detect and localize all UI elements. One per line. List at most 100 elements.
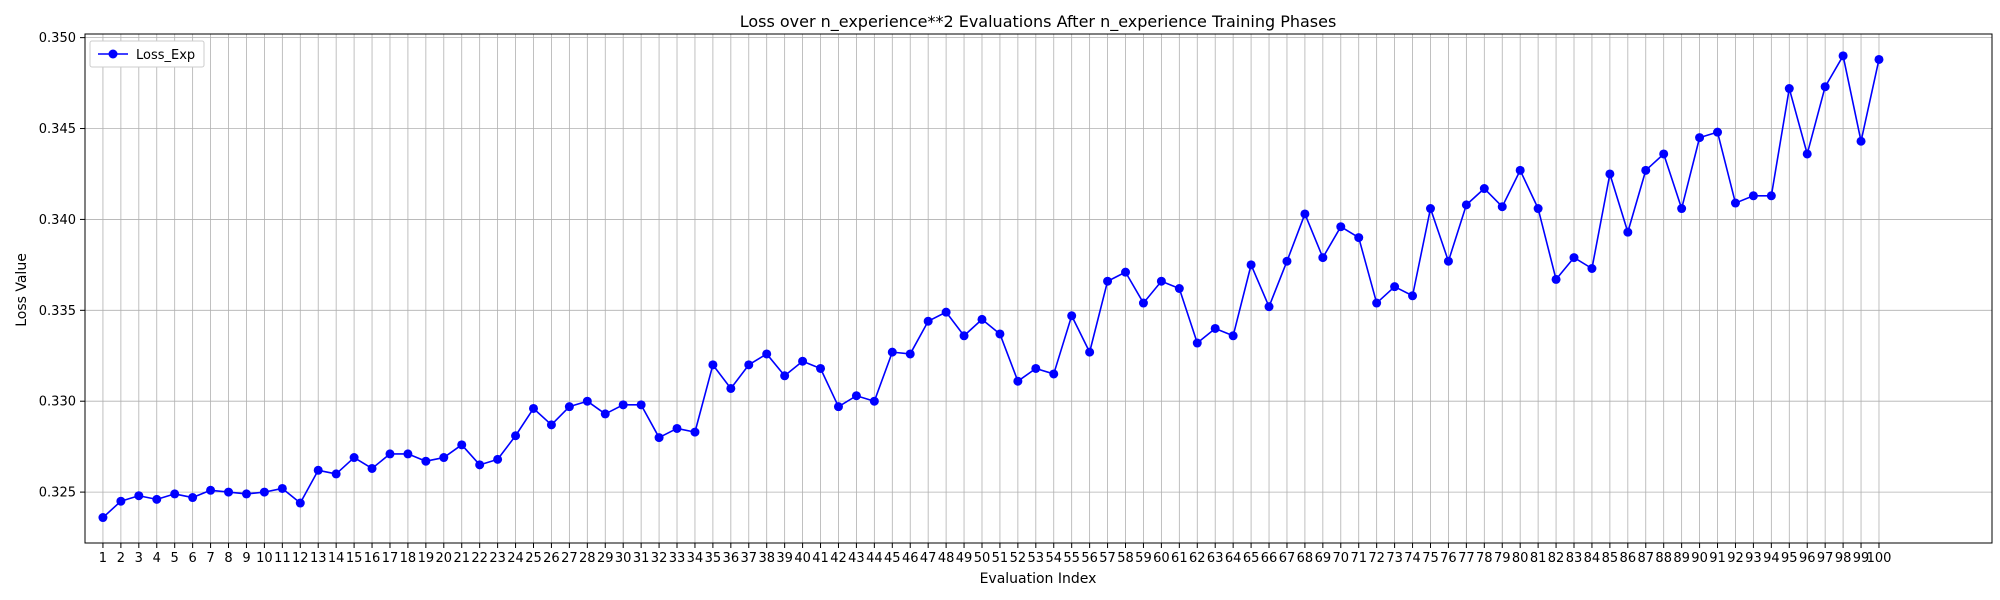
x-tick-label: 8 (224, 551, 232, 566)
x-tick-label: 21 (453, 551, 470, 566)
x-tick-label: 82 (1548, 551, 1565, 566)
y-tick-label: 0.345 (39, 122, 76, 137)
data-point (1300, 209, 1310, 219)
x-tick-label: 79 (1494, 551, 1511, 566)
data-point (1031, 363, 1041, 373)
x-axis-title: Evaluation Index (980, 571, 1097, 587)
x-tick-label: 61 (1171, 551, 1188, 566)
x-tick-label: 23 (489, 551, 506, 566)
data-point (331, 469, 341, 479)
x-tick-label: 24 (507, 551, 524, 566)
data-point (708, 360, 718, 370)
data-point (1695, 133, 1705, 143)
data-point (206, 485, 216, 495)
x-tick-label: 88 (1655, 551, 1672, 566)
data-point (690, 427, 700, 437)
x-tick-label: 46 (902, 551, 919, 566)
x-tick-label: 100 (1867, 551, 1892, 566)
data-point (224, 487, 234, 497)
data-point (1408, 291, 1418, 301)
x-tick-label: 29 (597, 551, 614, 566)
y-tick-label: 0.350 (39, 31, 76, 46)
x-tick-label: 85 (1602, 551, 1619, 566)
data-point (744, 360, 754, 370)
data-point (995, 329, 1005, 339)
data-point (636, 400, 646, 410)
data-point (1730, 198, 1740, 208)
x-tick-label: 44 (866, 551, 883, 566)
data-point (780, 371, 790, 381)
x-tick-label: 74 (1404, 551, 1421, 566)
x-tick-label: 13 (310, 551, 327, 566)
x-tick-label: 32 (651, 551, 668, 566)
x-tick-label: 31 (633, 551, 650, 566)
data-point (152, 494, 162, 504)
data-point (1264, 302, 1274, 312)
data-point (887, 347, 897, 357)
data-point (672, 423, 682, 433)
x-tick-label: 66 (1261, 551, 1278, 566)
data-point (295, 498, 305, 508)
data-point (439, 453, 449, 463)
data-point (1551, 274, 1561, 284)
x-tick-label: 5 (171, 551, 179, 566)
data-point (1443, 256, 1453, 266)
plot-frame (84, 33, 1993, 544)
x-tick-label: 39 (776, 551, 793, 566)
x-tick-label: 22 (471, 551, 488, 566)
x-tick-label: 34 (687, 551, 704, 566)
x-tick-label: 37 (740, 551, 757, 566)
x-tick-label: 76 (1440, 551, 1457, 566)
x-tick-label: 72 (1368, 551, 1385, 566)
x-tick-label: 36 (723, 551, 740, 566)
data-point (546, 420, 556, 430)
y-tick-label: 0.330 (39, 395, 76, 410)
x-tick-label: 71 (1350, 551, 1367, 566)
x-tick-label: 40 (794, 551, 811, 566)
x-tick-label: 20 (436, 551, 453, 566)
data-point (367, 463, 377, 473)
data-point (654, 433, 664, 443)
data-point (977, 314, 987, 324)
x-tick-label: 89 (1673, 551, 1690, 566)
data-point (618, 400, 628, 410)
x-tick-label: 26 (543, 551, 560, 566)
x-tick-label: 16 (364, 551, 381, 566)
data-point (259, 487, 269, 497)
x-tick-label: 83 (1566, 551, 1583, 566)
data-point (833, 402, 843, 412)
series-line (102, 55, 1880, 519)
data-point (1641, 165, 1651, 175)
data-point (1085, 347, 1095, 357)
data-point (1228, 331, 1238, 341)
data-point (493, 454, 503, 464)
x-tick-label: 1 (99, 551, 107, 566)
x-tick-label: 12 (292, 551, 309, 566)
x-tick-label: 17 (382, 551, 399, 566)
data-point (1174, 284, 1184, 293)
data-point (1766, 191, 1776, 201)
data-point (1372, 298, 1382, 308)
data-point (941, 307, 951, 317)
chart-title: Loss over n_experience**2 Evaluations Af… (740, 12, 1337, 32)
series-layer (98, 51, 1884, 523)
data-point (475, 460, 485, 470)
data-point (241, 489, 251, 499)
axis-layer: 1 2 3 4 5 6 7 8 9 10 11 12 13 14 15 16 17 18 19 20 21 22 23 24 2… (39, 31, 1892, 566)
x-tick-label: 78 (1476, 551, 1493, 566)
data-point (349, 453, 359, 463)
data-point (1874, 54, 1884, 64)
data-point (188, 493, 198, 503)
x-tick-label: 68 (1297, 551, 1314, 566)
data-point (1138, 298, 1148, 308)
x-tick-label: 73 (1386, 551, 1403, 566)
x-tick-label: 87 (1637, 551, 1654, 566)
data-point (1013, 376, 1023, 386)
x-tick-label: 97 (1817, 551, 1834, 566)
x-tick-label: 6 (188, 551, 196, 566)
data-point (798, 356, 808, 366)
x-tick-label: 54 (1045, 551, 1062, 566)
x-tick-label: 28 (579, 551, 596, 566)
data-point (564, 402, 574, 412)
